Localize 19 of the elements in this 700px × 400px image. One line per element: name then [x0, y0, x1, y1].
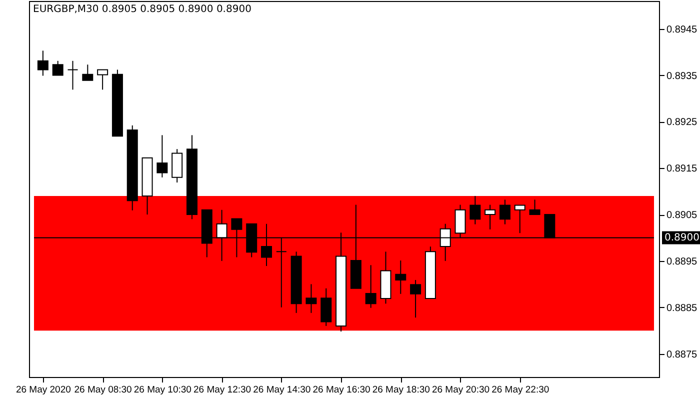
y-tick-label: 0.8945: [666, 24, 698, 36]
x-tick-label: 26 May 12:30: [194, 384, 252, 396]
x-tick-label: 26 May 22:30: [492, 384, 550, 396]
x-tick-label: 26 May 16:30: [312, 384, 370, 396]
y-tick-label: 0.8925: [666, 117, 698, 128]
y-tick-label: 0.8885: [666, 302, 698, 314]
y-tick-label: 0.8905: [666, 210, 698, 222]
y-tick-label: 0.8935: [666, 70, 698, 82]
x-tick-label: 26 May 08:30: [74, 384, 132, 396]
x-tick-label: 26 May 2020: [16, 384, 71, 396]
x-tick-label: 26 May 18:30: [372, 384, 430, 396]
ref-line-label: 0.8900: [664, 232, 700, 244]
x-tick-label: 26 May 10:30: [134, 384, 192, 396]
y-tick-label: 0.8915: [666, 164, 698, 175]
chart-title: EURGBP,M30 0.8905 0.8905 0.8900 0.8900: [33, 4, 252, 15]
x-tick-label: 26 May 20:30: [432, 384, 490, 396]
x-tick-label: 26 May 14:30: [253, 384, 311, 396]
y-tick-label: 0.8895: [666, 256, 698, 268]
y-tick-label: 0.8875: [666, 349, 698, 360]
